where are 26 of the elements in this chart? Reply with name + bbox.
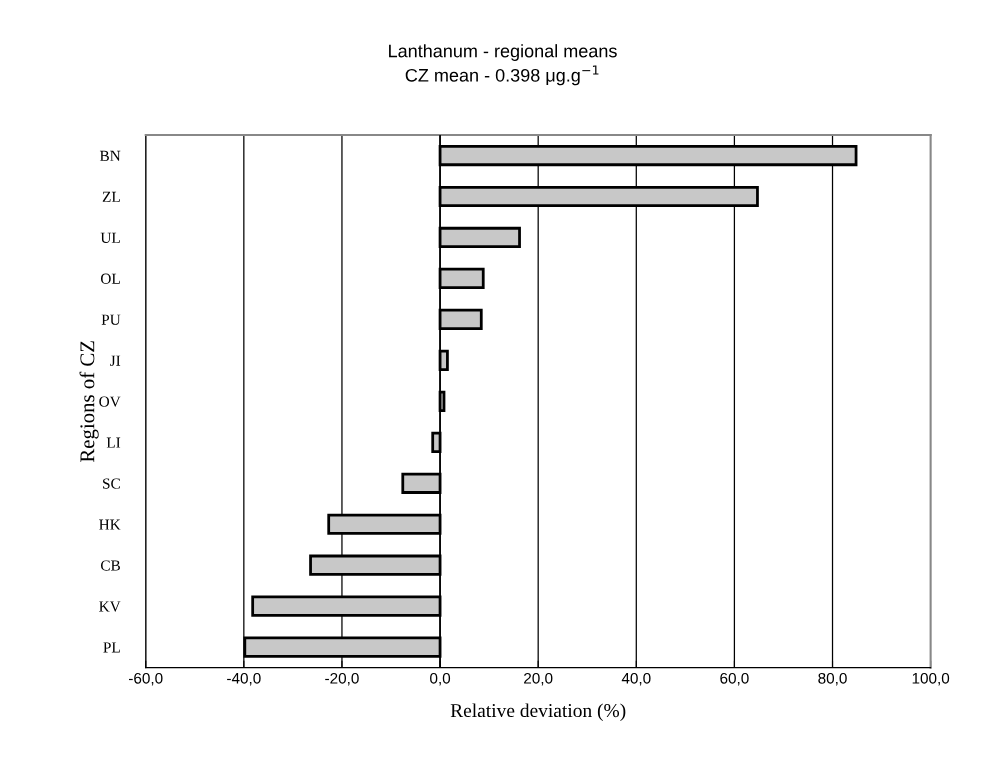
x-axis-title: Relative deviation (%) <box>450 703 626 722</box>
chart-title: Lanthanum - regional means <box>389 44 617 61</box>
y-tick-label: LI <box>106 437 121 448</box>
y-axis-title: Regions of CZ <box>79 341 99 463</box>
y-tick-label: PU <box>101 314 121 325</box>
x-tick-label: -40,0 <box>227 672 261 686</box>
y-tick-label: JI <box>110 355 121 366</box>
y-tick-label: OV <box>99 396 121 407</box>
y-tick-label: OL <box>100 273 120 284</box>
x-tick-label: 20,0 <box>524 672 553 686</box>
y-tick-label: BN <box>99 150 121 161</box>
x-tick-label: 60,0 <box>720 672 749 686</box>
y-tick-label: KV <box>99 601 121 612</box>
x-tick-label: -60,0 <box>128 672 163 686</box>
y-tick-label: ZL <box>102 191 120 202</box>
x-tick-label: 100,0 <box>912 672 950 686</box>
y-tick-label: UL <box>100 232 120 243</box>
x-tick-label: 80,0 <box>818 672 847 686</box>
x-tick-label: 40,0 <box>621 672 651 686</box>
chart-subtitle: CZ mean - 0.398 μg.g$^{−1}$ <box>405 65 599 86</box>
y-tick-label: HK <box>99 519 121 530</box>
x-tick-label: 0,0 <box>430 672 451 686</box>
y-tick-label: CB <box>100 560 120 571</box>
y-tick-label: SC <box>103 478 120 489</box>
y-tick-label: PL <box>103 642 120 653</box>
x-tick-label: -20,0 <box>325 672 359 686</box>
